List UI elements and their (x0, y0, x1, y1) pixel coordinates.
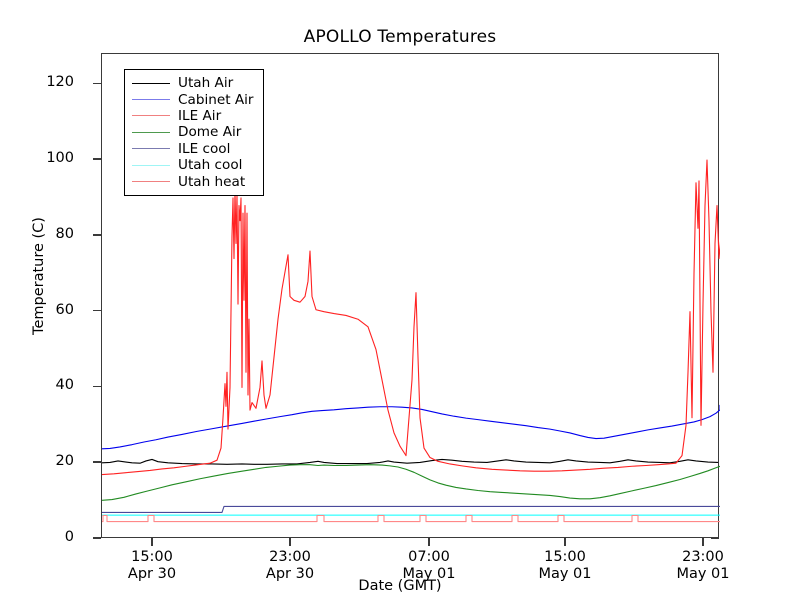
x-tick-date: Apr 30 (265, 566, 315, 582)
x-tick-mark (151, 538, 153, 546)
legend-label: Utah Air (178, 75, 234, 92)
x-tick-label: 15:00 May 01 (505, 549, 625, 583)
legend-label: ILE Air (178, 107, 222, 124)
series-line-cabinet-air (102, 404, 720, 450)
y-tick-mark (93, 309, 101, 312)
legend: Utah Air Cabinet Air ILE Air Dome Air ILE co… (124, 69, 264, 196)
x-tick-time: 23:00 (682, 549, 724, 565)
legend-item: Dome Air (132, 124, 254, 140)
y-tick-label: 80 (55, 225, 74, 242)
legend-label: Utah cool (178, 157, 243, 174)
y-tick-label: 40 (55, 377, 74, 394)
x-tick-mark (564, 538, 566, 546)
x-tick-date: May 01 (676, 566, 730, 582)
y-tick-mark (93, 158, 101, 160)
x-tick-date: Apr 30 (127, 566, 177, 582)
series-line-ile-air (102, 159, 720, 476)
legend-item: Cabinet Air (132, 91, 254, 108)
legend-color-swatch (132, 164, 170, 166)
y-tick-label: 60 (55, 301, 74, 318)
legend-item: Utah cool (132, 157, 254, 173)
legend-item: Utah heat (132, 173, 254, 190)
y-tick-mark (93, 234, 101, 236)
legend-item: ILE Air (132, 108, 254, 124)
x-tick-time: 15:00 (544, 549, 586, 565)
y-tick-label: 120 (46, 74, 74, 91)
legend-label: Dome Air (178, 124, 242, 141)
x-tick-label: 23:00 Apr 30 (230, 549, 350, 583)
x-tick-time: 15:00 (131, 549, 173, 565)
legend-color-swatch (132, 131, 170, 133)
x-tick-label: 15:00 Apr 30 (92, 549, 212, 583)
x-tick-label: 23:00 May 01 (643, 549, 763, 583)
series-line-utah-heat (102, 514, 720, 523)
legend-color-swatch (132, 82, 170, 84)
x-tick-time: 23:00 (269, 549, 311, 565)
legend-color-swatch (132, 115, 170, 117)
legend-label: ILE cool (178, 140, 231, 157)
y-tick-mark (93, 461, 101, 463)
y-tick-label: 100 (46, 150, 74, 167)
y-axis-title: Temperature (C) (31, 217, 47, 335)
x-tick-mark (428, 538, 430, 546)
legend-color-swatch (132, 99, 170, 101)
x-tick-label: 07:00 May 01 (369, 549, 489, 583)
series-line-utah-air (102, 458, 719, 465)
series-line-dome-air (102, 464, 720, 501)
legend-label: Cabinet Air (178, 91, 254, 108)
series-line-ile-cool (102, 505, 720, 514)
x-tick-date: May 01 (402, 566, 456, 582)
x-tick-mark (289, 538, 291, 546)
y-tick-label: 20 (55, 453, 74, 470)
legend-item: Utah Air (132, 75, 254, 91)
y-tick-label: 0 (64, 529, 74, 545)
x-tick-mark (702, 538, 704, 546)
y-tick-mark (93, 385, 101, 388)
x-tick-time: 07:00 (408, 549, 450, 565)
legend-item: ILE cool (132, 141, 254, 157)
x-axis-title: Date (GMT) (358, 578, 442, 594)
legend-color-swatch (132, 181, 170, 183)
y-tick-mark (93, 82, 101, 85)
legend-label: Utah heat (178, 173, 246, 190)
x-tick-date: May 01 (538, 566, 592, 582)
y-tick-mark (93, 537, 101, 539)
chart-title: APOLLO Temperatures (303, 27, 497, 47)
legend-color-swatch (132, 148, 170, 150)
